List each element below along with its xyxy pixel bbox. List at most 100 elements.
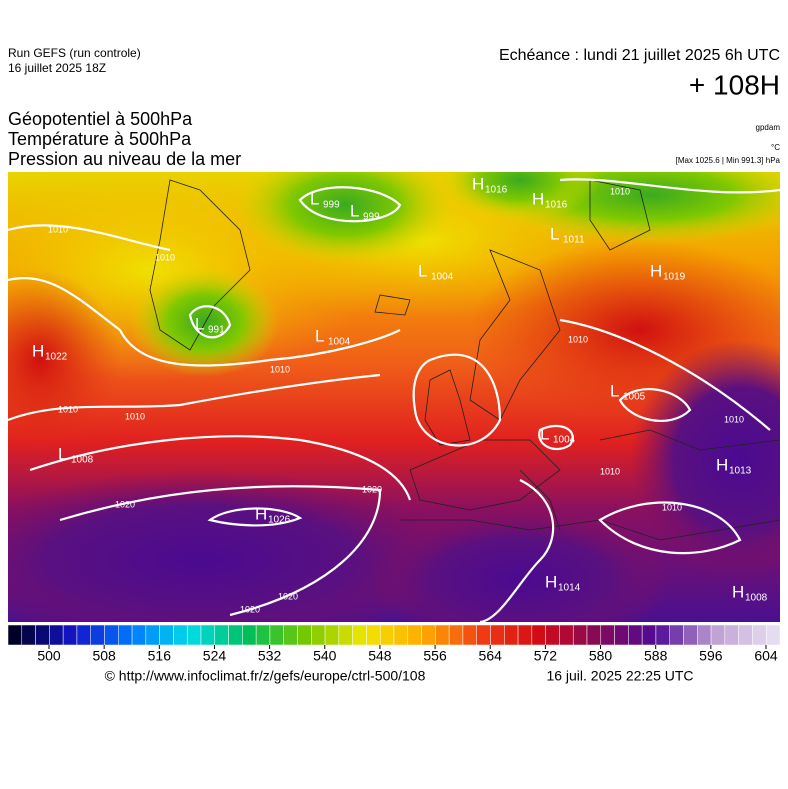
- center-pressure: 1008: [71, 455, 94, 466]
- isobar-label: 1020: [362, 484, 382, 494]
- color-swatch: [366, 624, 381, 646]
- colorbar-tick-label: 532: [258, 648, 282, 664]
- color-swatch: [173, 624, 188, 646]
- title: Pression au niveau de la mer: [8, 149, 241, 169]
- center-kind: H: [255, 504, 267, 523]
- isobar-label: 1010: [125, 411, 145, 421]
- color-swatch: [7, 624, 23, 646]
- color-swatch: [655, 624, 670, 646]
- colorbar-tick-label: 604: [754, 648, 778, 664]
- center-pressure: 1016: [545, 200, 568, 211]
- center-kind: L: [315, 326, 324, 345]
- color-swatch: [269, 624, 284, 646]
- center-pressure: 1005: [623, 392, 646, 403]
- color-swatch: [614, 624, 629, 646]
- color-swatch: [214, 624, 229, 646]
- colorbar-tick-label: 564: [479, 648, 503, 664]
- color-swatch: [118, 624, 133, 646]
- color-swatch: [393, 624, 409, 646]
- color-swatch: [379, 624, 395, 646]
- color-swatch: [21, 624, 36, 646]
- center-pressure: 1013: [729, 466, 752, 477]
- color-swatch: [311, 624, 326, 646]
- color-swatch: [421, 624, 436, 646]
- run: Run GEFS (run controle): [8, 46, 141, 60]
- color-swatch: [131, 624, 147, 646]
- color-swatch: [324, 624, 340, 646]
- center-pressure: 1008: [745, 593, 768, 604]
- color-swatch: [738, 624, 753, 646]
- center-pressure: 991: [208, 325, 225, 336]
- color-swatch: [159, 624, 174, 646]
- color-swatch: [724, 624, 739, 646]
- center-kind: L: [58, 444, 67, 463]
- color-swatch: [200, 624, 216, 646]
- center-kind: L: [540, 424, 549, 443]
- unit: [Max 1025.6 | Min 991.3] hPa: [676, 156, 781, 165]
- colorbar-tick-label: 572: [534, 648, 558, 664]
- center-pressure: 1014: [558, 583, 581, 594]
- isobar-label: 1010: [610, 186, 630, 196]
- isobar-label: 1010: [600, 466, 620, 476]
- center-pressure: 1016: [485, 185, 508, 196]
- color-swatch: [476, 624, 491, 646]
- color-swatch: [765, 624, 781, 646]
- colorbar-tick-label: 580: [589, 648, 613, 664]
- center-kind: L: [610, 381, 619, 400]
- isobar-label: 1010: [155, 252, 175, 262]
- color-swatch: [628, 624, 643, 646]
- isobar-label: 1020: [278, 591, 298, 601]
- center-kind: H: [716, 455, 728, 474]
- color-swatch: [600, 624, 615, 646]
- title: Géopotentiel à 500hPa: [8, 109, 193, 129]
- isobar-label: 1010: [270, 364, 290, 374]
- color-swatch: [586, 624, 602, 646]
- unit: gpdam: [756, 123, 781, 132]
- color-swatch: [545, 624, 560, 646]
- center-kind: L: [418, 261, 427, 280]
- isobar-label: 1010: [724, 414, 744, 424]
- center-pressure: 1004: [328, 337, 351, 348]
- center-pressure: 1019: [663, 272, 686, 283]
- color-swatch: [49, 624, 64, 646]
- isobar-label: 1010: [662, 502, 682, 512]
- color-swatch: [62, 624, 78, 646]
- isobar-label: 1020: [115, 499, 135, 509]
- center-kind: L: [550, 224, 559, 243]
- lead-time: + 108H: [689, 69, 780, 100]
- valid-time: Echéance : lundi 21 juillet 2025 6h UTC: [499, 47, 780, 64]
- color-swatch: [255, 624, 271, 646]
- center-kind: H: [732, 582, 744, 601]
- color-swatch: [710, 624, 726, 646]
- color-swatch: [517, 624, 533, 646]
- run-date: 16 juillet 2025 18Z: [8, 61, 106, 75]
- color-swatch: [462, 624, 477, 646]
- center-kind: H: [32, 341, 44, 360]
- color-swatch: [283, 624, 298, 646]
- center-pressure: 999: [363, 212, 380, 223]
- color-swatch: [531, 624, 546, 646]
- center-pressure: 1011: [563, 235, 585, 246]
- center-kind: H: [650, 261, 662, 280]
- color-swatch: [242, 624, 257, 646]
- center-kind: L: [195, 314, 204, 333]
- color-swatch: [559, 624, 574, 646]
- color-swatch: [407, 624, 422, 646]
- color-swatch: [104, 624, 119, 646]
- color-swatch: [448, 624, 464, 646]
- color-swatch: [228, 624, 243, 646]
- generated-time: 16 juil. 2025 22:25 UTC: [546, 668, 693, 684]
- center-pressure: 1022: [45, 352, 68, 363]
- color-swatch: [76, 624, 91, 646]
- color-swatch: [697, 624, 712, 646]
- center-pressure: 1004: [431, 272, 454, 283]
- color-swatch: [145, 624, 160, 646]
- color-swatch: [297, 624, 312, 646]
- colorbar-tick-label: 524: [203, 648, 227, 664]
- center-kind: L: [350, 201, 359, 220]
- color-swatch: [669, 624, 684, 646]
- center-kind: H: [472, 174, 484, 193]
- colorbar-tick-label: 556: [423, 648, 447, 664]
- colorbar-tick-label: 548: [368, 648, 392, 664]
